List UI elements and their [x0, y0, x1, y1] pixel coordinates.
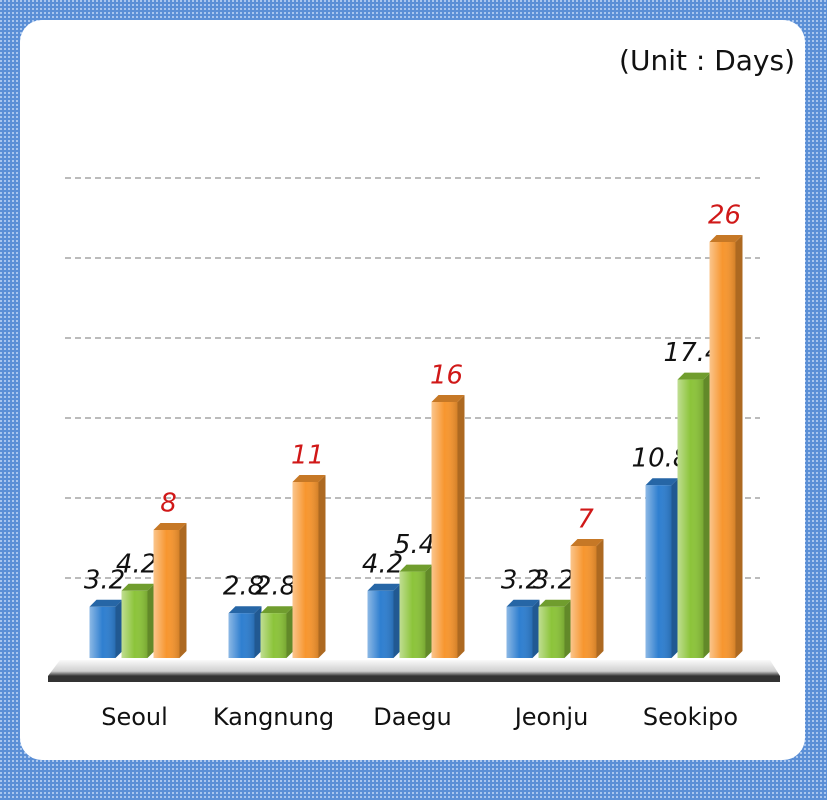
bar-top [399, 564, 433, 572]
value-label: 4.2 [362, 549, 403, 579]
bar-side [735, 235, 743, 658]
bar-shine [677, 379, 704, 658]
panel [20, 20, 805, 760]
bar-shine [709, 242, 736, 658]
value-label: 16 [430, 361, 463, 391]
platform [48, 660, 780, 676]
bar-side [457, 395, 465, 658]
bar-top [260, 606, 294, 614]
bar-side [286, 606, 294, 658]
bar-side [147, 583, 155, 658]
bar-side [393, 583, 401, 658]
unit-label: (Unit : Days) [619, 44, 795, 77]
value-label: 7 [577, 505, 594, 535]
bar-shine [121, 590, 148, 658]
x-tick-label: Kangnung [213, 703, 334, 731]
bar-shine [538, 606, 565, 658]
value-label: 3.2 [84, 565, 125, 595]
value-label: 11 [291, 441, 324, 471]
bar-top [570, 539, 604, 546]
bar-top [431, 395, 465, 402]
bar-top [645, 478, 679, 486]
bar-side [703, 372, 711, 658]
bar-shine [89, 606, 116, 658]
value-label: 5.4 [394, 530, 435, 560]
bar-side [254, 606, 262, 658]
bar-top [89, 599, 123, 607]
bar-shine [228, 613, 255, 658]
value-label: 26 [708, 201, 741, 231]
bar-top [506, 599, 540, 607]
value-label: 3.2 [501, 565, 542, 595]
platform-edge [48, 676, 780, 682]
x-tick-label: Seoul [101, 703, 168, 731]
bar-shine [399, 571, 426, 658]
bar-shine [506, 606, 533, 658]
bar-shine [570, 546, 597, 658]
bar-shine [292, 482, 319, 658]
bar-side [596, 539, 604, 658]
bar-shine [153, 530, 180, 658]
bar-top [367, 583, 401, 591]
value-label: 2.8 [255, 572, 296, 602]
x-tick-label: Seokipo [643, 703, 738, 731]
bar-top [153, 523, 187, 530]
bar-top [709, 235, 743, 242]
bar-shine [367, 590, 394, 658]
bar-top [538, 599, 572, 607]
value-label: 3.2 [533, 565, 574, 595]
x-tick-label: Jeonju [513, 703, 589, 731]
bar-side [564, 599, 572, 658]
bar-side [671, 478, 679, 658]
bar-side [425, 564, 433, 658]
bar-top [677, 372, 711, 380]
bar-side [179, 523, 187, 658]
x-tick-label: Daegu [373, 703, 451, 731]
value-label: 2.8 [223, 572, 264, 602]
bar-top [292, 475, 326, 482]
bar-top [228, 606, 262, 614]
bar-shine [645, 485, 672, 658]
bar-side [318, 475, 326, 658]
bar-shine [260, 613, 287, 658]
value-label: 4.2 [116, 549, 157, 579]
value-label: 8 [160, 489, 177, 519]
bar-shine [431, 402, 458, 658]
bar-top [121, 583, 155, 591]
bar-side [115, 599, 123, 658]
bar-side [532, 599, 540, 658]
